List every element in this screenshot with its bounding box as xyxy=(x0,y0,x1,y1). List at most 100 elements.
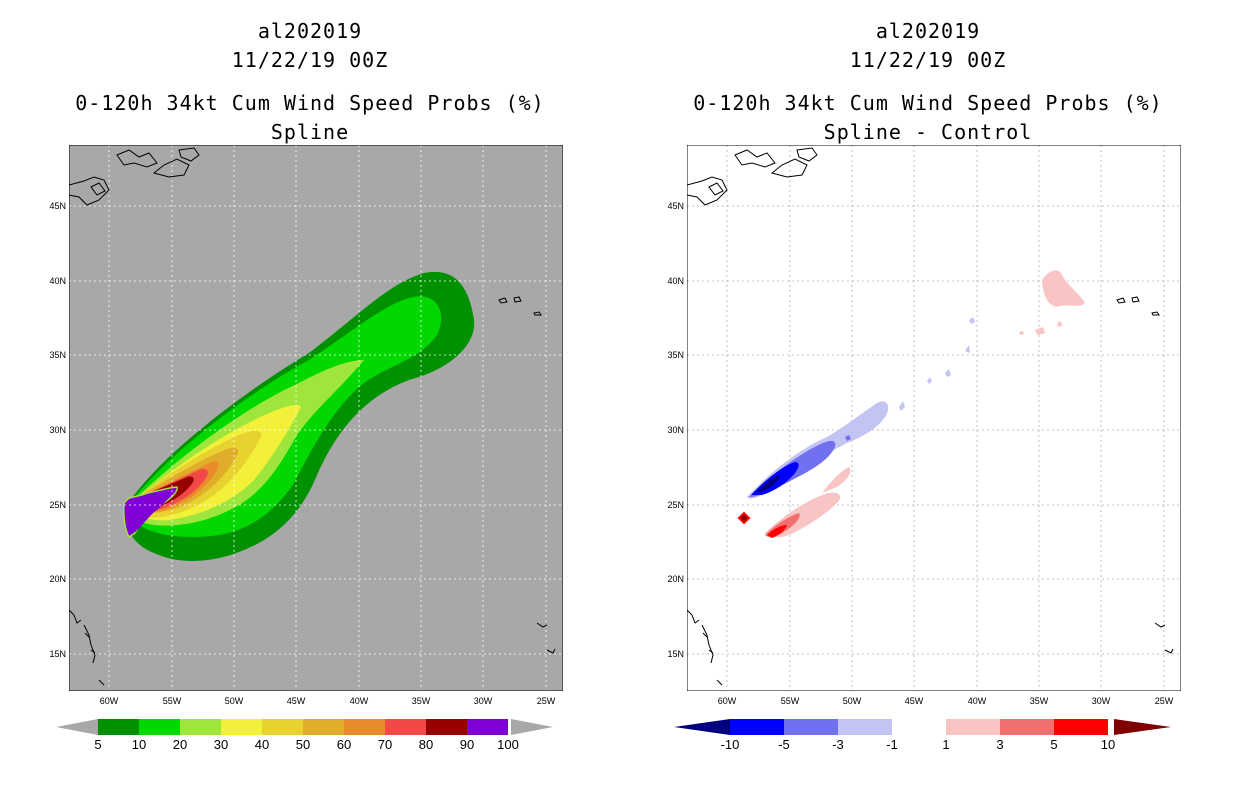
right-lon-label: 40W xyxy=(967,696,987,706)
right-title-variant: Spline - Control xyxy=(823,120,1033,144)
left-colorbar-low-arrow xyxy=(56,719,98,735)
left-lon-label: 50W xyxy=(224,696,244,706)
right-lon-label: 55W xyxy=(780,696,800,706)
left-colorbar-label: 40 xyxy=(254,737,270,752)
right-colorbar xyxy=(674,719,1171,735)
left-lon-label: 45W xyxy=(286,696,306,706)
left-title-date: 11/22/19 00Z xyxy=(231,48,389,72)
right-colorbar-high-arrow xyxy=(1114,719,1171,735)
left-colorbar-cell-9 xyxy=(467,719,508,735)
left-lon-label: 55W xyxy=(162,696,182,706)
left-title-variant: Spline xyxy=(270,120,350,144)
right-diff-neg-10 xyxy=(755,475,780,493)
right-colorbar-label: -5 xyxy=(778,737,790,752)
right-colorbar-cell-0 xyxy=(730,719,784,735)
right-lon-label: 45W xyxy=(904,696,924,706)
left-colorbar-label: 30 xyxy=(213,737,229,752)
right-diff-neg-spot-1 xyxy=(845,435,851,441)
left-colorbar-cell-5 xyxy=(303,719,344,735)
left-colorbar-label: 70 xyxy=(377,737,393,752)
right-diff-pos-1b xyxy=(822,467,851,493)
left-colorbar-cell-8 xyxy=(426,719,467,735)
left-colorbar-cell-6 xyxy=(344,719,385,735)
right-colorbar-label: -1 xyxy=(886,737,898,752)
right-grid xyxy=(687,145,1181,691)
left-lon-label: 60W xyxy=(99,696,119,706)
left-colorbar-label: 10 xyxy=(131,737,147,752)
left-colorbar-label: 90 xyxy=(459,737,475,752)
left-lon-label: 30W xyxy=(473,696,493,706)
right-colorbar-label: -10 xyxy=(720,737,740,752)
right-colorbar-low-arrow xyxy=(674,719,730,735)
left-map xyxy=(69,145,563,691)
left-colorbar-cell-7 xyxy=(385,719,426,735)
right-diff-neg-spot-5 xyxy=(965,345,970,353)
right-colorbar-cell-5 xyxy=(1000,719,1054,735)
left-colorbar-label: 100 xyxy=(497,737,519,752)
right-colorbar-cell-4 xyxy=(946,719,1000,735)
right-lat-label: 45N xyxy=(667,201,684,211)
right-diff-neg-spot-2 xyxy=(899,401,905,411)
right-diff-pos-5 xyxy=(767,525,787,538)
left-colorbar-label: 80 xyxy=(418,737,434,752)
left-colorbar-label: 20 xyxy=(172,737,188,752)
right-colorbar-cell-1 xyxy=(784,719,838,735)
right-colorbar-cell-3 xyxy=(892,719,946,735)
left-colorbar-cell-1 xyxy=(139,719,180,735)
left-colorbar-cell-3 xyxy=(221,719,262,735)
right-lon-label: 30W xyxy=(1091,696,1111,706)
left-grid xyxy=(69,145,563,691)
left-lon-label: 35W xyxy=(411,696,431,706)
left-lon-label: 25W xyxy=(536,696,556,706)
left-colorbar-label: 50 xyxy=(295,737,311,752)
left-coastline xyxy=(69,147,556,686)
right-lat-label: 15N xyxy=(667,649,684,659)
right-coastline xyxy=(687,147,1174,686)
right-diff-neg-spot-3 xyxy=(927,377,932,384)
right-diff-pos-spot-1 xyxy=(1035,327,1045,335)
left-lat-label: 40N xyxy=(49,276,66,286)
right-map xyxy=(687,145,1181,691)
right-colorbar-label: 1 xyxy=(942,737,950,752)
right-colorbar-label: 5 xyxy=(1050,737,1058,752)
left-colorbar-label: 5 xyxy=(94,737,102,752)
right-colorbar-label: 3 xyxy=(996,737,1004,752)
right-diff-pos-spot-2 xyxy=(1057,321,1062,327)
left-colorbar-label: 60 xyxy=(336,737,352,752)
right-diff-neg-spot-4 xyxy=(945,369,951,377)
right-lat-label: 20N xyxy=(667,574,684,584)
left-colorbar-cell-2 xyxy=(180,719,221,735)
right-colorbar-label: -3 xyxy=(832,737,844,752)
right-title-date: 11/22/19 00Z xyxy=(849,48,1007,72)
left-lat-label: 15N xyxy=(49,649,66,659)
right-lat-label: 40N xyxy=(667,276,684,286)
right-lon-label: 50W xyxy=(842,696,862,706)
left-colorbar xyxy=(56,719,553,735)
right-lon-label: 60W xyxy=(717,696,737,706)
left-colorbar-cell-4 xyxy=(262,719,303,735)
left-lat-label: 45N xyxy=(49,201,66,211)
right-diff-pos-north xyxy=(1042,270,1085,307)
right-lat-label: 35N xyxy=(667,350,684,360)
right-colorbar-label: 10 xyxy=(1100,737,1116,752)
left-title-product: 0-120h 34kt Cum Wind Speed Probs (%) xyxy=(75,91,545,115)
left-colorbar-cell-0 xyxy=(98,719,139,735)
left-band-100 xyxy=(125,490,172,535)
right-diff-pos-spot-3 xyxy=(1019,331,1024,335)
left-colorbar-high-arrow xyxy=(511,719,553,735)
right-diff-neg-spot-6 xyxy=(969,317,975,324)
right-diff-pos-10 xyxy=(737,511,751,525)
left-lon-label: 40W xyxy=(349,696,369,706)
left-title-storm: al202019 xyxy=(257,19,363,43)
left-lat-label: 25N xyxy=(49,500,66,510)
right-lon-label: 25W xyxy=(1154,696,1174,706)
right-title-product: 0-120h 34kt Cum Wind Speed Probs (%) xyxy=(693,91,1163,115)
left-lat-label: 30N xyxy=(49,425,66,435)
right-colorbar-cell-6 xyxy=(1054,719,1108,735)
right-title-storm: al202019 xyxy=(875,19,981,43)
right-colorbar-cell-2 xyxy=(838,719,892,735)
right-lon-label: 35W xyxy=(1029,696,1049,706)
right-lat-label: 30N xyxy=(667,425,684,435)
left-lat-label: 35N xyxy=(49,350,66,360)
right-lat-label: 25N xyxy=(667,500,684,510)
